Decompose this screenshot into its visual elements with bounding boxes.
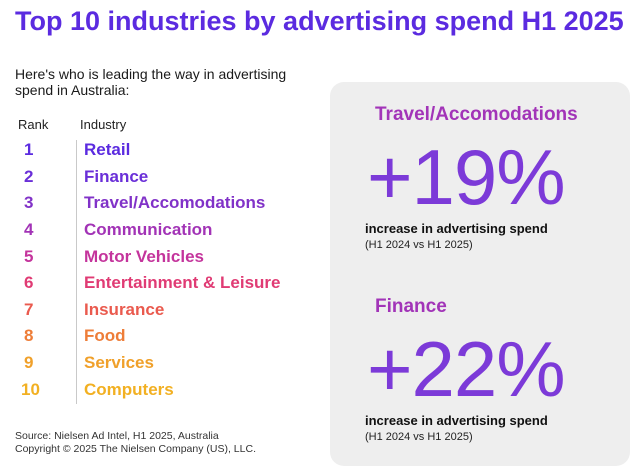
rank-row: 4 Communication — [0, 217, 320, 244]
copyright-note: Copyright © 2025 The Nielsen Company (US… — [15, 443, 256, 455]
rank-row: 2 Finance — [0, 164, 320, 191]
rank-number: 2 — [24, 166, 34, 186]
industry-name: Travel/Accomodations — [84, 193, 266, 213]
stat-2-label: Finance — [375, 296, 447, 317]
stat-1-description: increase in advertising spend — [365, 221, 548, 236]
stat-2-period: (H1 2024 vs H1 2025) — [365, 431, 473, 443]
rank-row: 7 Insurance — [0, 297, 320, 324]
rank-column-header: Rank — [18, 117, 49, 132]
industry-name: Food — [84, 326, 126, 346]
stat-2-value: +22% — [367, 325, 566, 413]
stat-1-label: Travel/Accomodations — [375, 104, 578, 125]
rank-number: 7 — [24, 299, 34, 319]
stat-1-value: +19% — [367, 133, 566, 221]
stat-2-description: increase in advertising spend — [365, 413, 548, 428]
rank-row: 8 Food — [0, 323, 320, 350]
source-note: Source: Nielsen Ad Intel, H1 2025, Austr… — [15, 430, 219, 442]
industry-name: Finance — [84, 166, 149, 186]
rank-number: 3 — [24, 193, 34, 213]
industry-name: Insurance — [84, 299, 165, 319]
rank-number: 1 — [24, 140, 34, 160]
stat-1-period: (H1 2024 vs H1 2025) — [365, 239, 473, 251]
industry-name: Computers — [84, 379, 174, 399]
rank-row: 3 Travel/Accomodations — [0, 190, 320, 217]
ranking-list: 1 Retail 2 Finance 3 Travel/Accomodations 4 Com… — [0, 137, 320, 403]
rank-row: 6 Entertainment & Leisure — [0, 270, 320, 297]
rank-number: 8 — [24, 326, 34, 346]
rank-row: 9 Services — [0, 350, 320, 377]
industry-column-header: Industry — [80, 117, 127, 132]
rank-row: 5 Motor Vehicles — [0, 243, 320, 270]
stats-panel: Travel/Accomodations +19% increase in ad… — [330, 82, 630, 466]
rank-row: 10 Computers — [0, 376, 320, 403]
rank-number: 9 — [24, 353, 34, 373]
rank-number: 10 — [21, 379, 40, 399]
rank-row: 1 Retail — [0, 137, 320, 164]
rank-number: 4 — [24, 220, 34, 240]
industry-name: Services — [84, 353, 154, 373]
industry-name: Communication — [84, 220, 213, 240]
column-divider — [76, 140, 77, 404]
intro-text: Here's who is leading the way in adverti… — [15, 66, 287, 98]
rank-number: 6 — [24, 273, 34, 293]
industry-name: Retail — [84, 140, 131, 160]
industry-name: Motor Vehicles — [84, 246, 204, 266]
page-title: Top 10 industries by advertising spend H… — [15, 6, 624, 36]
footer: Source: Nielsen Ad Intel, H1 2025, Austr… — [15, 430, 256, 456]
rank-number: 5 — [24, 246, 34, 266]
industry-name: Entertainment & Leisure — [84, 273, 281, 293]
